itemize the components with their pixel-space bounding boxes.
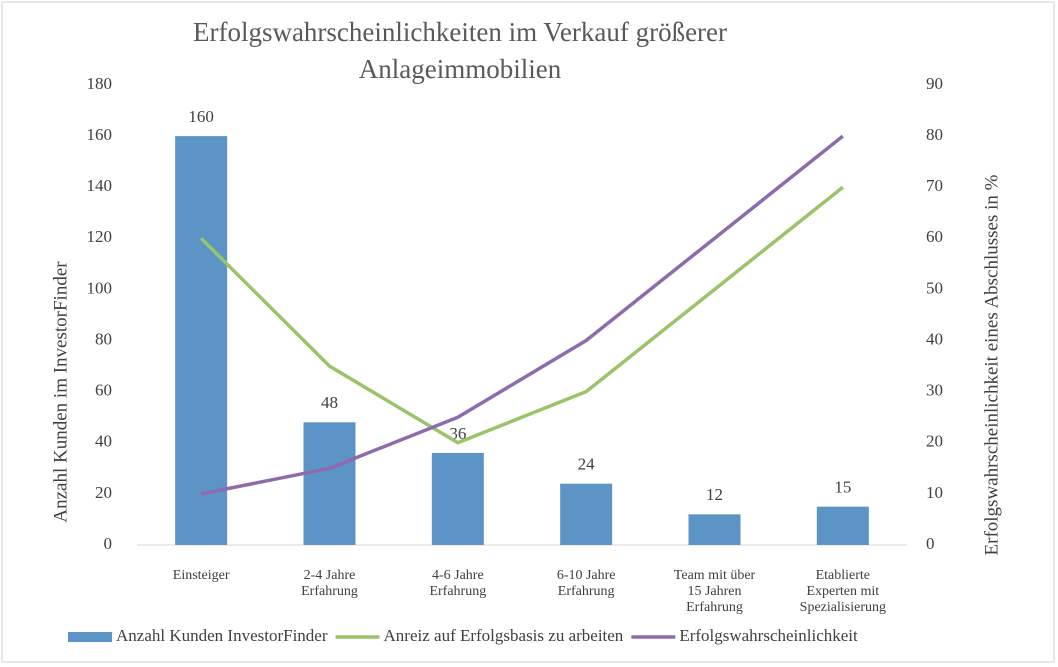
y2-axis-label: Erfolgswahrscheinlichkeit eines Abschlus… <box>981 174 1002 555</box>
y2-tick-label: 80 <box>926 125 943 144</box>
data-label: 12 <box>706 485 723 504</box>
x-tick-label: 4-6 Jahre Erfahrung <box>429 568 486 599</box>
x-tick-label: 2-4 Jahre Erfahrung <box>301 568 358 599</box>
y-tick-label: 140 <box>87 176 113 195</box>
line <box>199 185 844 445</box>
y2-tick-label: 50 <box>926 278 943 297</box>
data-label: 160 <box>188 107 214 126</box>
legend-label: Anreiz auf Erfolgsbasis zu arbeiten <box>384 626 624 645</box>
y-tick-label: 180 <box>87 74 113 93</box>
bar <box>303 422 356 545</box>
x-tick-label: Etablierte Experten mit Spezialisierung <box>800 568 886 615</box>
data-label: 15 <box>834 478 851 497</box>
y-tick-label: 100 <box>87 278 113 297</box>
y-tick-label: 40 <box>95 432 112 451</box>
y2-tick-label: 60 <box>926 227 943 246</box>
legend-label: Erfolgswahrscheinlichkeit <box>679 626 858 645</box>
y2-tick-label: 0 <box>926 534 935 553</box>
legend-label: Anzahl Kunden InvestorFinder <box>116 626 328 645</box>
y-tick-label: 120 <box>87 227 113 246</box>
x-tick-label: 6-10 Jahre Erfahrung <box>557 568 616 599</box>
bar <box>560 483 613 545</box>
y-tick-label: 80 <box>95 329 112 348</box>
y2-tick-label: 30 <box>926 381 943 400</box>
bar <box>175 136 228 545</box>
y2-tick-label: 40 <box>926 329 943 348</box>
y2-tick-label: 70 <box>926 176 943 195</box>
bar <box>431 453 484 545</box>
chart-title: Erfolgswahrscheinlichkeiten im Verkauf g… <box>193 17 727 84</box>
y2-tick-label: 20 <box>926 432 943 451</box>
y-tick-label: 0 <box>104 534 113 553</box>
x-tick-label: Team mit über 15 Jahren Erfahrung <box>674 568 756 615</box>
x-tick-label: Einsteiger <box>173 568 230 583</box>
y-tick-label: 60 <box>95 381 112 400</box>
data-label: 36 <box>449 424 466 443</box>
y-tick-label: 160 <box>87 125 113 144</box>
y2-tick-label: 10 <box>926 483 943 502</box>
legend-swatch <box>68 632 112 642</box>
bar <box>688 514 741 545</box>
line <box>200 134 844 496</box>
data-label: 48 <box>321 393 338 412</box>
y-tick-label: 20 <box>95 483 112 502</box>
data-label: 24 <box>578 455 596 474</box>
bar <box>816 506 869 545</box>
y-axis-label: Anzahl Kunden im InvestorFinder <box>50 261 71 523</box>
y2-tick-label: 90 <box>926 74 943 93</box>
